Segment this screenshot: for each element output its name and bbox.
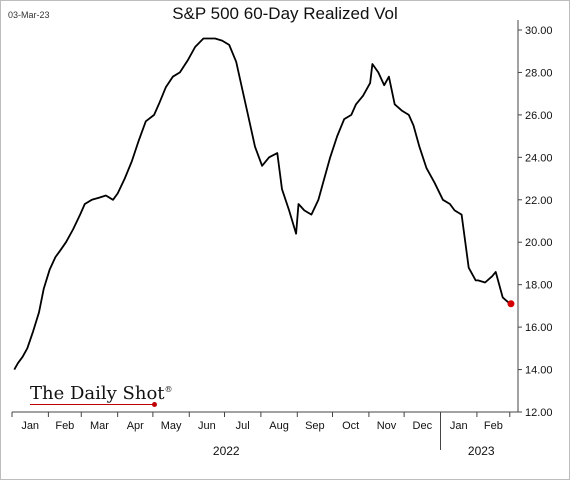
y-tick-label: 28.00	[525, 67, 553, 79]
last-point-marker	[507, 300, 515, 308]
x-tick-label: Aug	[269, 420, 289, 432]
y-tick-label: 18.00	[525, 280, 553, 292]
x-tick-label: May	[161, 420, 182, 432]
x-tick-label: Mar	[90, 420, 109, 432]
year-label: 2022	[213, 444, 240, 458]
logo-dot	[152, 402, 157, 407]
series-line	[13, 37, 512, 371]
x-tick-label: Dec	[413, 420, 433, 432]
logo-underline	[30, 404, 154, 405]
logo-mark: ®	[164, 385, 173, 394]
x-tick-label: Jan	[450, 420, 468, 432]
x-tick-label: Nov	[377, 420, 397, 432]
year-label: 2023	[468, 444, 495, 458]
y-tick-label: 26.00	[525, 110, 553, 122]
date-stamp: 03-Mar-23	[8, 10, 50, 20]
y-tick-label: 22.00	[525, 195, 553, 207]
logo-text: The Daily Shot	[30, 383, 165, 404]
y-tick-label: 24.00	[525, 152, 553, 164]
y-tick-label: 14.00	[525, 365, 553, 377]
x-tick-label: Sep	[305, 420, 325, 432]
y-tick-label: 20.00	[525, 237, 553, 249]
x-tick-label: Jan	[21, 420, 39, 432]
x-tick-label: Apr	[127, 420, 144, 432]
x-tick-label: Jul	[236, 420, 250, 432]
chart-title: S&P 500 60-Day Realized Vol	[172, 4, 398, 23]
x-tick-label: Oct	[342, 420, 359, 432]
y-tick-label: 16.00	[525, 322, 553, 334]
x-tick-label: Feb	[55, 420, 74, 432]
x-tick-label: Jun	[198, 420, 216, 432]
x-tick-label: Feb	[484, 420, 503, 432]
y-tick-label: 12.00	[525, 407, 553, 419]
y-tick-label: 30.00	[525, 25, 553, 37]
daily-shot-logo: The Daily Shot®	[30, 383, 173, 404]
